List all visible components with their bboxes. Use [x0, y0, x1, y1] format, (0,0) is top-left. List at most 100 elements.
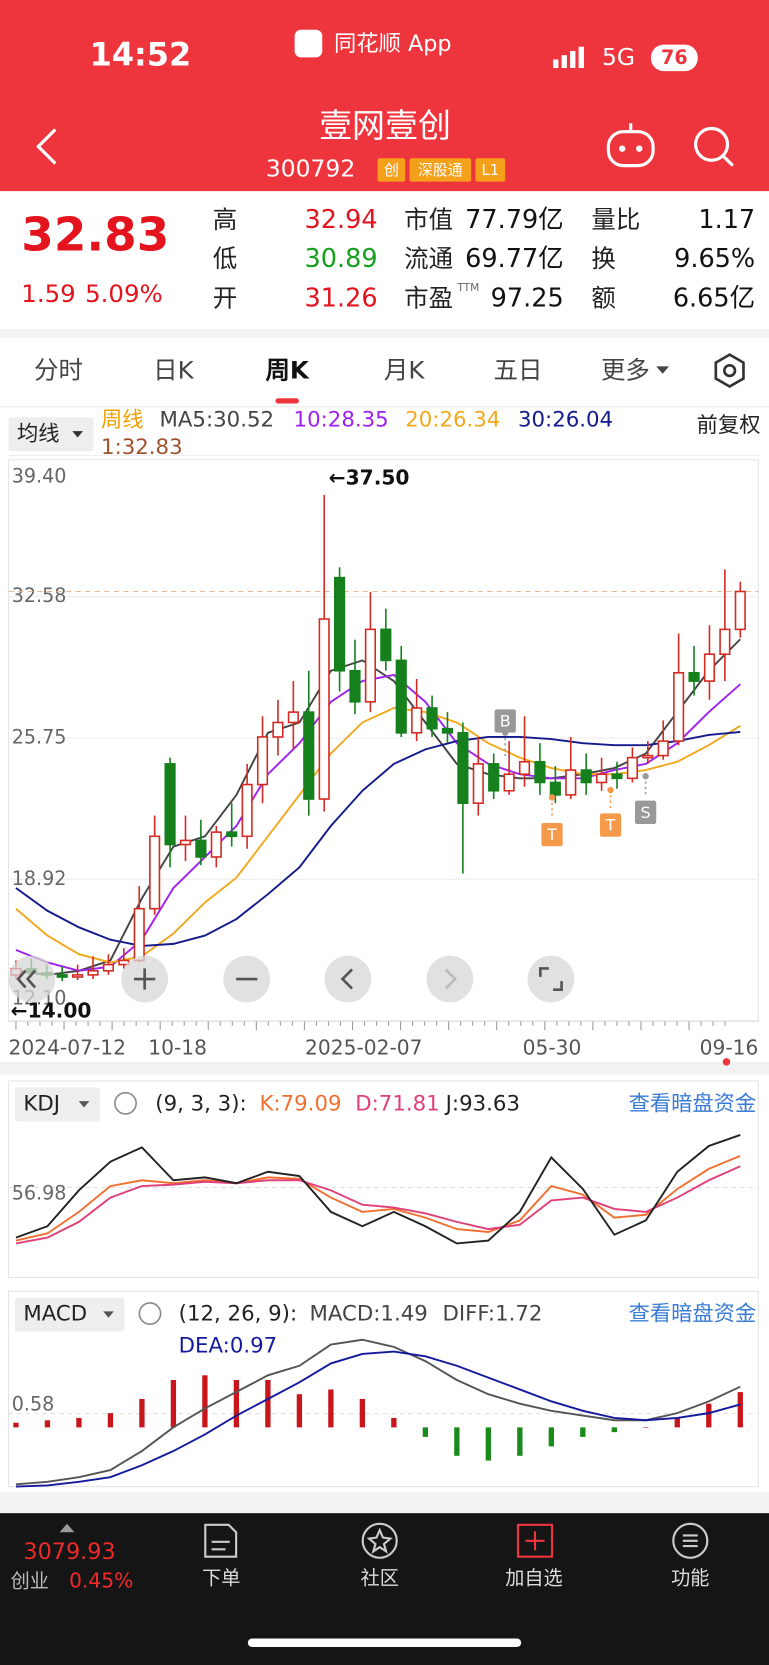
candle-body	[395, 659, 407, 734]
y-tick-label: 56.98	[12, 1181, 67, 1204]
candle-body	[549, 781, 561, 796]
candle-body	[303, 711, 315, 800]
stat-value: 32.94	[305, 205, 378, 235]
divider	[0, 329, 769, 338]
app-name: 同花顺 App	[334, 31, 452, 57]
robot-icon[interactable]	[606, 123, 655, 168]
stat-value: 69.77亿	[465, 244, 564, 274]
chart-control-icon	[538, 967, 563, 991]
candle-body	[719, 628, 731, 655]
macd-bar	[422, 1427, 429, 1437]
dark-pool-link[interactable]: 查看暗盘资金	[629, 1302, 757, 1327]
chart-control[interactable]	[426, 955, 474, 1003]
app-icon	[294, 29, 323, 58]
signal-label: T	[605, 816, 616, 835]
signal-badge	[634, 800, 657, 825]
candle-body	[179, 839, 192, 846]
macd-selector-label: MACD	[23, 1302, 87, 1327]
time: 14:52	[90, 35, 192, 73]
macd-params: (12, 26, 9):	[179, 1302, 297, 1327]
kdj-line	[15, 1154, 741, 1242]
chart-control-icon	[134, 968, 156, 990]
back-button[interactable]	[36, 128, 57, 165]
signal-label: B	[500, 712, 511, 731]
tab[interactable]: 月K	[384, 356, 425, 385]
stat-label: 高	[213, 205, 237, 234]
tab[interactable]: 五日	[494, 356, 543, 385]
macd-bar	[170, 1380, 177, 1428]
price-chart-frame	[7, 459, 759, 1023]
adjust-mode[interactable]: 前复权	[697, 413, 761, 438]
candle-body	[734, 590, 746, 631]
macd-bar	[139, 1398, 145, 1428]
help-icon[interactable]	[138, 1302, 162, 1325]
nav-label[interactable]: 社区	[361, 1566, 399, 1589]
help-icon[interactable]	[114, 1091, 137, 1115]
index-value[interactable]: 3079.93	[23, 1539, 115, 1565]
kdj-label: J:93.63	[444, 1091, 520, 1116]
macd-bar	[13, 1422, 19, 1428]
signal-dot	[642, 773, 649, 780]
ma-selector[interactable]	[8, 417, 94, 452]
y-tick-label: 25.75	[12, 726, 67, 749]
x-tick-label: 10-18	[148, 1036, 207, 1060]
candle-body	[133, 907, 145, 962]
candle-body	[611, 773, 623, 780]
ma-line	[15, 673, 741, 972]
tab[interactable]: 周K	[265, 356, 309, 385]
index-name: 创业	[11, 1570, 49, 1593]
chart-control[interactable]	[527, 955, 575, 1003]
kdj-label: D:71.81	[355, 1091, 439, 1116]
signal-dot	[548, 794, 556, 801]
candle-body	[56, 974, 68, 978]
ma-line	[15, 638, 741, 976]
stat-value: 97.25	[491, 283, 564, 313]
settings-button[interactable]	[714, 353, 745, 389]
candle-body	[457, 732, 469, 804]
stat-label: 流通	[404, 244, 453, 273]
tab[interactable]: 分时	[34, 356, 83, 385]
macd-bar	[202, 1375, 208, 1428]
nav-label[interactable]: 功能	[671, 1566, 709, 1589]
x-tick-label: 2024-07-12	[9, 1036, 126, 1060]
dropdown-caret	[103, 1311, 114, 1318]
ma-period: 周线	[101, 408, 144, 433]
stat-value: 31.26	[305, 283, 378, 313]
macd-bar	[233, 1380, 240, 1428]
battery-level: 76	[661, 46, 688, 69]
tab[interactable]: 日K	[153, 356, 194, 385]
index-pct: 0.45%	[69, 1569, 133, 1593]
dark-pool-link[interactable]: 查看暗盘资金	[629, 1091, 757, 1116]
candle-body	[626, 756, 638, 780]
index-arrow	[59, 1523, 75, 1533]
y-tick-label: 18.92	[12, 867, 67, 890]
macd-selector[interactable]	[14, 1297, 125, 1332]
signal-label: S	[641, 803, 651, 822]
candle-body	[503, 773, 515, 792]
search-button[interactable]	[694, 126, 734, 167]
kdj-selector[interactable]	[14, 1087, 100, 1122]
macd-bar	[454, 1427, 460, 1456]
chart-control-icon	[16, 969, 37, 989]
nav-label[interactable]: 下单	[202, 1566, 240, 1589]
macd-bar	[359, 1398, 366, 1428]
tab[interactable]: 更多	[601, 356, 650, 385]
stat-sup: TTM	[456, 281, 479, 294]
chart-control[interactable]	[8, 955, 56, 1003]
signal	[553, 46, 584, 68]
stat-value: 77.79亿	[465, 205, 564, 235]
current-dot	[722, 1058, 731, 1066]
candle-body	[518, 760, 531, 776]
macd-bar	[485, 1427, 492, 1461]
candle-body	[102, 963, 115, 972]
candle-body	[534, 760, 546, 784]
nav-label[interactable]: 加自选	[505, 1566, 562, 1589]
macd-label: MACD:1.49	[310, 1302, 428, 1327]
kdj-label: K:79.09	[260, 1091, 342, 1116]
candle-body	[195, 839, 207, 858]
nav-icons	[204, 1522, 709, 1559]
macd-bar	[643, 1427, 649, 1428]
signal-dot	[607, 786, 614, 794]
candle-body	[164, 763, 176, 846]
chart-control[interactable]	[324, 955, 372, 1003]
